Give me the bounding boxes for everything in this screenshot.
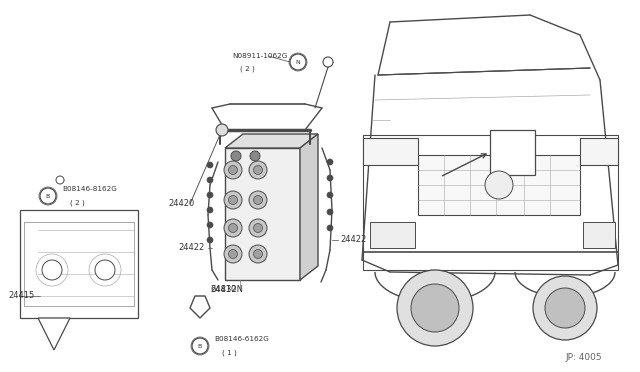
Circle shape [545,288,585,328]
Circle shape [249,219,267,237]
Circle shape [224,191,242,209]
Circle shape [249,161,267,179]
Polygon shape [225,134,318,148]
Bar [225,148,300,280]
Bar [363,135,618,270]
Circle shape [228,224,237,232]
Circle shape [327,192,333,198]
Bar [363,138,418,165]
Circle shape [327,209,333,215]
Text: 64832N: 64832N [210,285,243,295]
Text: 24410: 24410 [210,285,236,295]
Text: ( 1 ): ( 1 ) [222,350,237,356]
Circle shape [224,219,242,237]
Bar [580,138,618,165]
Circle shape [40,188,56,204]
Circle shape [192,338,208,354]
Circle shape [323,57,333,67]
Text: 24420: 24420 [168,199,195,208]
Circle shape [56,176,64,184]
Circle shape [533,276,597,340]
Circle shape [397,270,473,346]
Bar [20,210,138,318]
Text: ( 2 ): ( 2 ) [240,66,255,72]
Text: ( 2 ): ( 2 ) [70,200,84,206]
Text: B: B [198,343,202,349]
Circle shape [228,250,237,259]
Circle shape [253,250,262,259]
Text: N08911-1062G: N08911-1062G [232,53,287,59]
Circle shape [207,237,213,243]
Circle shape [253,166,262,174]
Circle shape [207,192,213,198]
Circle shape [228,166,237,174]
Text: JP: 4005: JP: 4005 [565,353,602,362]
Polygon shape [300,134,318,280]
Circle shape [228,196,237,205]
Circle shape [327,225,333,231]
Bar [418,155,580,215]
Circle shape [224,161,242,179]
Circle shape [327,159,333,165]
Circle shape [216,124,228,136]
Bar [370,222,415,248]
Circle shape [207,207,213,213]
Bar [583,222,615,248]
Circle shape [207,222,213,228]
Text: 24422: 24422 [340,235,366,244]
Circle shape [42,260,62,280]
Circle shape [250,151,260,161]
Circle shape [95,260,115,280]
Text: B08146-8162G: B08146-8162G [62,186,117,192]
Circle shape [249,191,267,209]
Circle shape [253,196,262,205]
Circle shape [411,284,459,332]
Bar [490,130,535,175]
Circle shape [207,177,213,183]
Circle shape [231,151,241,161]
Circle shape [249,245,267,263]
Polygon shape [190,296,210,318]
Text: N: N [296,60,300,64]
Circle shape [253,224,262,232]
Polygon shape [38,318,70,350]
Text: 24415: 24415 [8,292,35,301]
Circle shape [290,54,306,70]
Circle shape [327,175,333,181]
Circle shape [485,171,513,199]
Text: 24422: 24422 [178,244,204,253]
Circle shape [224,245,242,263]
Text: B08146-6162G: B08146-6162G [214,336,269,342]
Circle shape [207,162,213,168]
Text: B: B [46,193,50,199]
